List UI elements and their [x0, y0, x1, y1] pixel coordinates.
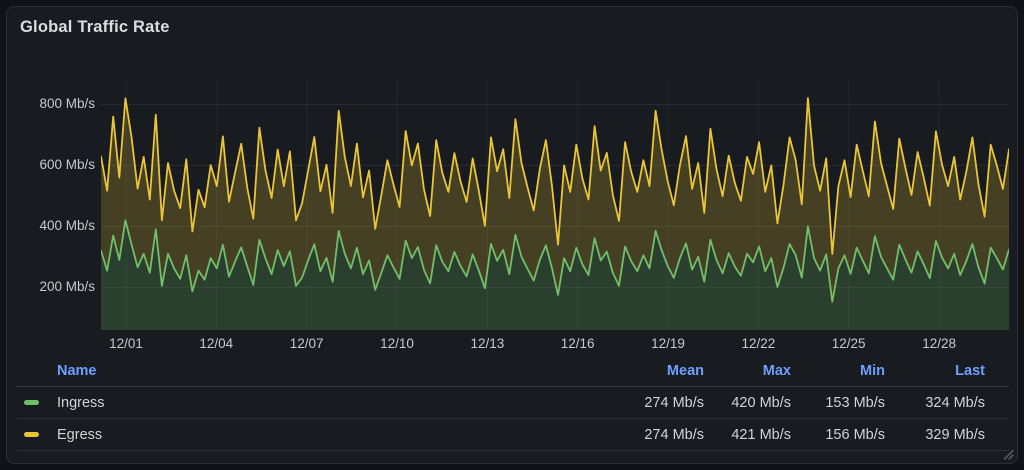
- x-tick-label: 12/25: [817, 335, 881, 353]
- x-tick-label: 12/28: [907, 335, 971, 353]
- x-tick-label: 12/10: [365, 335, 429, 353]
- x-tick-label: 12/19: [636, 335, 700, 353]
- legend-name-cell: Ingress: [17, 395, 604, 411]
- legend-name-cell: Egress: [17, 427, 604, 443]
- legend-table: Name Mean Max Min Last Ingress 274 Mb/s …: [17, 355, 1009, 451]
- ingress-series-swatch-icon: [24, 400, 39, 405]
- x-tick-label: 12/07: [275, 335, 339, 353]
- egress-last-value: 329 Mb/s: [885, 427, 985, 443]
- egress-series-swatch-icon: [24, 432, 39, 437]
- panel-resize-handle-icon[interactable]: [1001, 447, 1014, 460]
- legend-header-max[interactable]: Max: [704, 363, 791, 379]
- ingress-min-value: 153 Mb/s: [791, 395, 885, 411]
- y-tick-label: 400 Mb/s: [7, 217, 95, 235]
- ingress-mean-value: 274 Mb/s: [604, 395, 704, 411]
- x-tick-label: 12/22: [726, 335, 790, 353]
- x-tick-label: 12/01: [94, 335, 158, 353]
- legend-series-name-egress[interactable]: Egress: [57, 427, 102, 443]
- legend-header-mean[interactable]: Mean: [604, 363, 704, 379]
- y-axis: 200 Mb/s 400 Mb/s 600 Mb/s 800 Mb/s: [7, 77, 95, 330]
- legend-header-name[interactable]: Name: [17, 363, 604, 379]
- legend-header-row: Name Mean Max Min Last: [17, 355, 1009, 387]
- ingress-last-value: 324 Mb/s: [885, 395, 985, 411]
- x-tick-label: 12/13: [455, 335, 519, 353]
- x-axis: 12/0112/0412/0712/1012/1312/1612/1912/22…: [101, 335, 1009, 355]
- y-tick-label: 800 Mb/s: [7, 95, 95, 113]
- time-series-chart[interactable]: [101, 77, 1009, 330]
- ingress-max-value: 420 Mb/s: [704, 395, 791, 411]
- y-tick-label: 600 Mb/s: [7, 156, 95, 174]
- legend-row-ingress: Ingress 274 Mb/s 420 Mb/s 153 Mb/s 324 M…: [17, 387, 1009, 419]
- x-tick-label: 12/04: [184, 335, 248, 353]
- y-tick-label: 200 Mb/s: [7, 278, 95, 296]
- egress-max-value: 421 Mb/s: [704, 427, 791, 443]
- egress-min-value: 156 Mb/s: [791, 427, 885, 443]
- x-tick-label: 12/16: [546, 335, 610, 353]
- panel-title[interactable]: Global Traffic Rate: [20, 18, 170, 37]
- egress-mean-value: 274 Mb/s: [604, 427, 704, 443]
- legend-series-name-ingress[interactable]: Ingress: [57, 395, 105, 411]
- legend-header-min[interactable]: Min: [791, 363, 885, 379]
- legend-header-last[interactable]: Last: [885, 363, 985, 379]
- traffic-rate-panel: Global Traffic Rate 200 Mb/s 400 Mb/s 600 …: [6, 6, 1018, 464]
- legend-row-egress: Egress 274 Mb/s 421 Mb/s 156 Mb/s 329 Mb…: [17, 419, 1009, 451]
